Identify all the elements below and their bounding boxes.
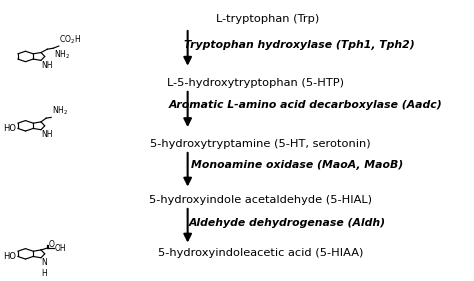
Text: CO$_2$H: CO$_2$H [59,33,81,46]
Text: HO: HO [3,252,16,261]
Text: NH$_2$: NH$_2$ [54,49,70,61]
Text: 5-hydroxytryptamine (5-HT, serotonin): 5-hydroxytryptamine (5-HT, serotonin) [150,139,371,149]
Text: 5-hydroxyindole acetaldehyde (5-HIAL): 5-hydroxyindole acetaldehyde (5-HIAL) [149,195,372,205]
Text: NH: NH [42,130,53,139]
Text: NH$_2$: NH$_2$ [52,105,68,117]
Text: O: O [48,240,54,249]
Text: NH: NH [42,61,53,70]
Text: OH: OH [55,244,66,253]
Text: L-tryptophan (Trp): L-tryptophan (Trp) [216,14,319,24]
Text: L-5-hydroxytryptophan (5-HTP): L-5-hydroxytryptophan (5-HTP) [167,78,344,88]
Text: HO: HO [3,124,16,133]
Text: Aldehyde dehydrogenase (Aldh): Aldehyde dehydrogenase (Aldh) [189,218,386,228]
Text: Monoamine oxidase (MaoA, MaoB): Monoamine oxidase (MaoA, MaoB) [191,160,403,171]
Text: N
H: N H [42,258,47,278]
Text: 5-hydroxyindoleacetic acid (5-HIAA): 5-hydroxyindoleacetic acid (5-HIAA) [158,248,363,259]
Text: Tryptophan hydroxylase (Tph1, Tph2): Tryptophan hydroxylase (Tph1, Tph2) [183,40,414,50]
Text: Aromatic L-amino acid decarboxylase (Aadc): Aromatic L-amino acid decarboxylase (Aad… [169,100,443,110]
